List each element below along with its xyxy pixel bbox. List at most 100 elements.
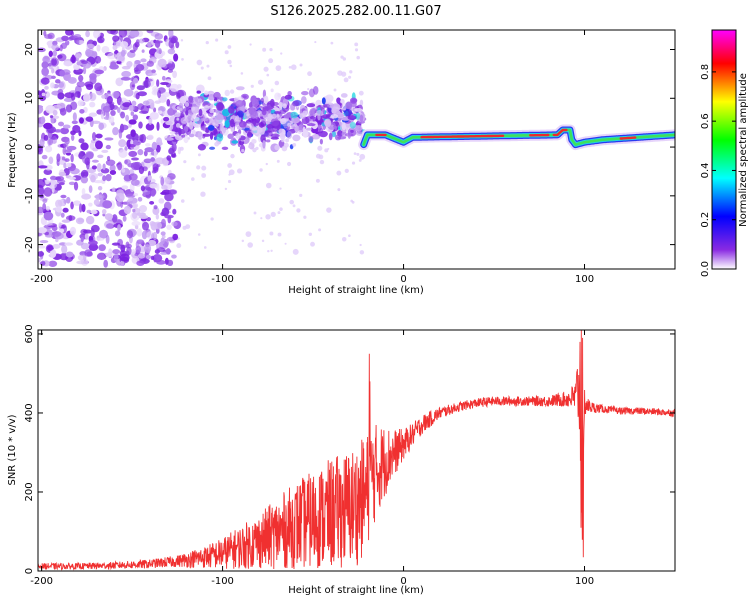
snr-x-label: Height of straight line (km) xyxy=(288,585,424,596)
spectral-blob xyxy=(359,153,366,160)
spectral-blob xyxy=(45,104,56,114)
spectral-blob xyxy=(88,202,93,207)
spectral-blob xyxy=(154,39,161,48)
spectral-blob xyxy=(279,207,283,211)
spectral-blob xyxy=(118,139,127,148)
spectral-blob xyxy=(128,144,136,148)
spectral-blob xyxy=(108,115,115,124)
spectral-blob xyxy=(48,138,53,146)
spectral-blob xyxy=(146,41,152,47)
spectral-blob xyxy=(135,64,145,71)
spectral-blob xyxy=(112,249,121,255)
spectral-blob xyxy=(166,155,172,161)
spectral-blob xyxy=(85,116,94,122)
spectral-blob xyxy=(88,243,99,252)
spectral-blob xyxy=(214,141,220,147)
spectral-blob xyxy=(188,133,195,138)
spectral-blob xyxy=(108,248,113,256)
spectral-blob xyxy=(105,223,114,229)
spectral-blob xyxy=(104,137,114,141)
spectral-blob xyxy=(337,157,341,161)
y-tick-label: 600 xyxy=(24,324,35,343)
spectral-blob xyxy=(299,113,305,119)
spectral-blob xyxy=(355,112,361,120)
spectral-blob xyxy=(350,199,354,203)
spectral-blob xyxy=(279,117,287,125)
spectral-blob xyxy=(61,156,66,161)
spectral-blob xyxy=(154,249,161,254)
snr-y-label: SNR (10 * v/v) xyxy=(7,414,18,485)
spectral-blob xyxy=(341,102,347,111)
spectral-blob xyxy=(161,75,166,81)
spectral-blob xyxy=(191,102,201,108)
spectral-blob xyxy=(202,133,211,137)
spectral-blob xyxy=(130,161,140,171)
spectral-blob xyxy=(153,205,158,210)
spectrogram-y-label: Frequency (Hz) xyxy=(7,112,18,188)
spectral-blob xyxy=(343,77,349,83)
spectral-blob xyxy=(191,106,196,111)
spectral-blob xyxy=(308,232,313,236)
spectral-blob xyxy=(55,199,63,209)
spectral-blob xyxy=(359,250,365,255)
spectral-blob xyxy=(43,168,53,175)
spectral-blob xyxy=(269,98,275,108)
spectral-blob xyxy=(64,92,75,99)
spectral-blob xyxy=(65,152,72,156)
spectral-blob xyxy=(188,95,194,103)
spectral-blob xyxy=(127,51,136,58)
spectral-blob xyxy=(98,122,105,130)
spectral-blob xyxy=(110,110,116,116)
spectral-blob xyxy=(82,66,87,75)
spectral-blob xyxy=(133,77,139,84)
spectral-blob xyxy=(292,204,296,208)
spectral-blob xyxy=(235,133,242,139)
spectral-blob xyxy=(128,197,133,202)
spectral-blob xyxy=(93,30,101,39)
spectral-blob xyxy=(221,127,229,136)
spectral-blob xyxy=(222,97,228,102)
spectral-blob xyxy=(38,227,48,234)
spectral-blob xyxy=(173,53,179,62)
spectral-blob xyxy=(136,228,143,237)
spectral-blob xyxy=(79,109,85,114)
spectral-blob xyxy=(144,147,155,153)
spectral-blob xyxy=(120,111,126,119)
spectral-blob xyxy=(324,94,334,103)
spectral-blob xyxy=(292,134,301,142)
spectral-blob xyxy=(97,154,104,159)
spectral-blob xyxy=(341,237,347,242)
spectral-blob xyxy=(197,153,201,157)
spectral-blob xyxy=(160,218,166,228)
spectral-blob xyxy=(200,191,206,197)
spectral-blob xyxy=(129,49,136,53)
spectral-blob xyxy=(111,214,118,223)
spectral-blob xyxy=(196,90,201,94)
spectral-blob xyxy=(76,81,85,88)
spectral-blob xyxy=(62,207,69,213)
spectral-blob xyxy=(171,221,178,227)
colorbar-tick-label: 0.0 xyxy=(700,261,711,277)
spectral-blob xyxy=(145,143,151,147)
spectral-blob xyxy=(306,117,310,123)
y-tick-label: 20 xyxy=(24,43,35,56)
spectral-blob xyxy=(84,249,93,257)
spectral-blob xyxy=(44,34,53,39)
spectral-blob xyxy=(317,145,323,151)
spectral-blob xyxy=(356,152,360,156)
spectral-blob xyxy=(139,205,148,213)
snr-chart: -200 -100 0 100 0 200 400 600 Height of straig… xyxy=(7,324,676,596)
spectral-blob xyxy=(44,221,53,226)
spectral-blob xyxy=(180,39,184,42)
spectral-blob xyxy=(268,58,274,64)
spectral-blob xyxy=(105,159,116,166)
spectral-blob xyxy=(224,50,229,55)
spectral-blob xyxy=(131,221,141,227)
spectral-blob xyxy=(137,252,146,259)
spectral-blob xyxy=(115,77,124,87)
spectral-blob xyxy=(77,100,84,107)
spectral-blob xyxy=(76,53,82,59)
spectral-blob xyxy=(315,178,320,183)
spectral-blob xyxy=(160,237,165,245)
spectral-blob xyxy=(290,111,299,119)
